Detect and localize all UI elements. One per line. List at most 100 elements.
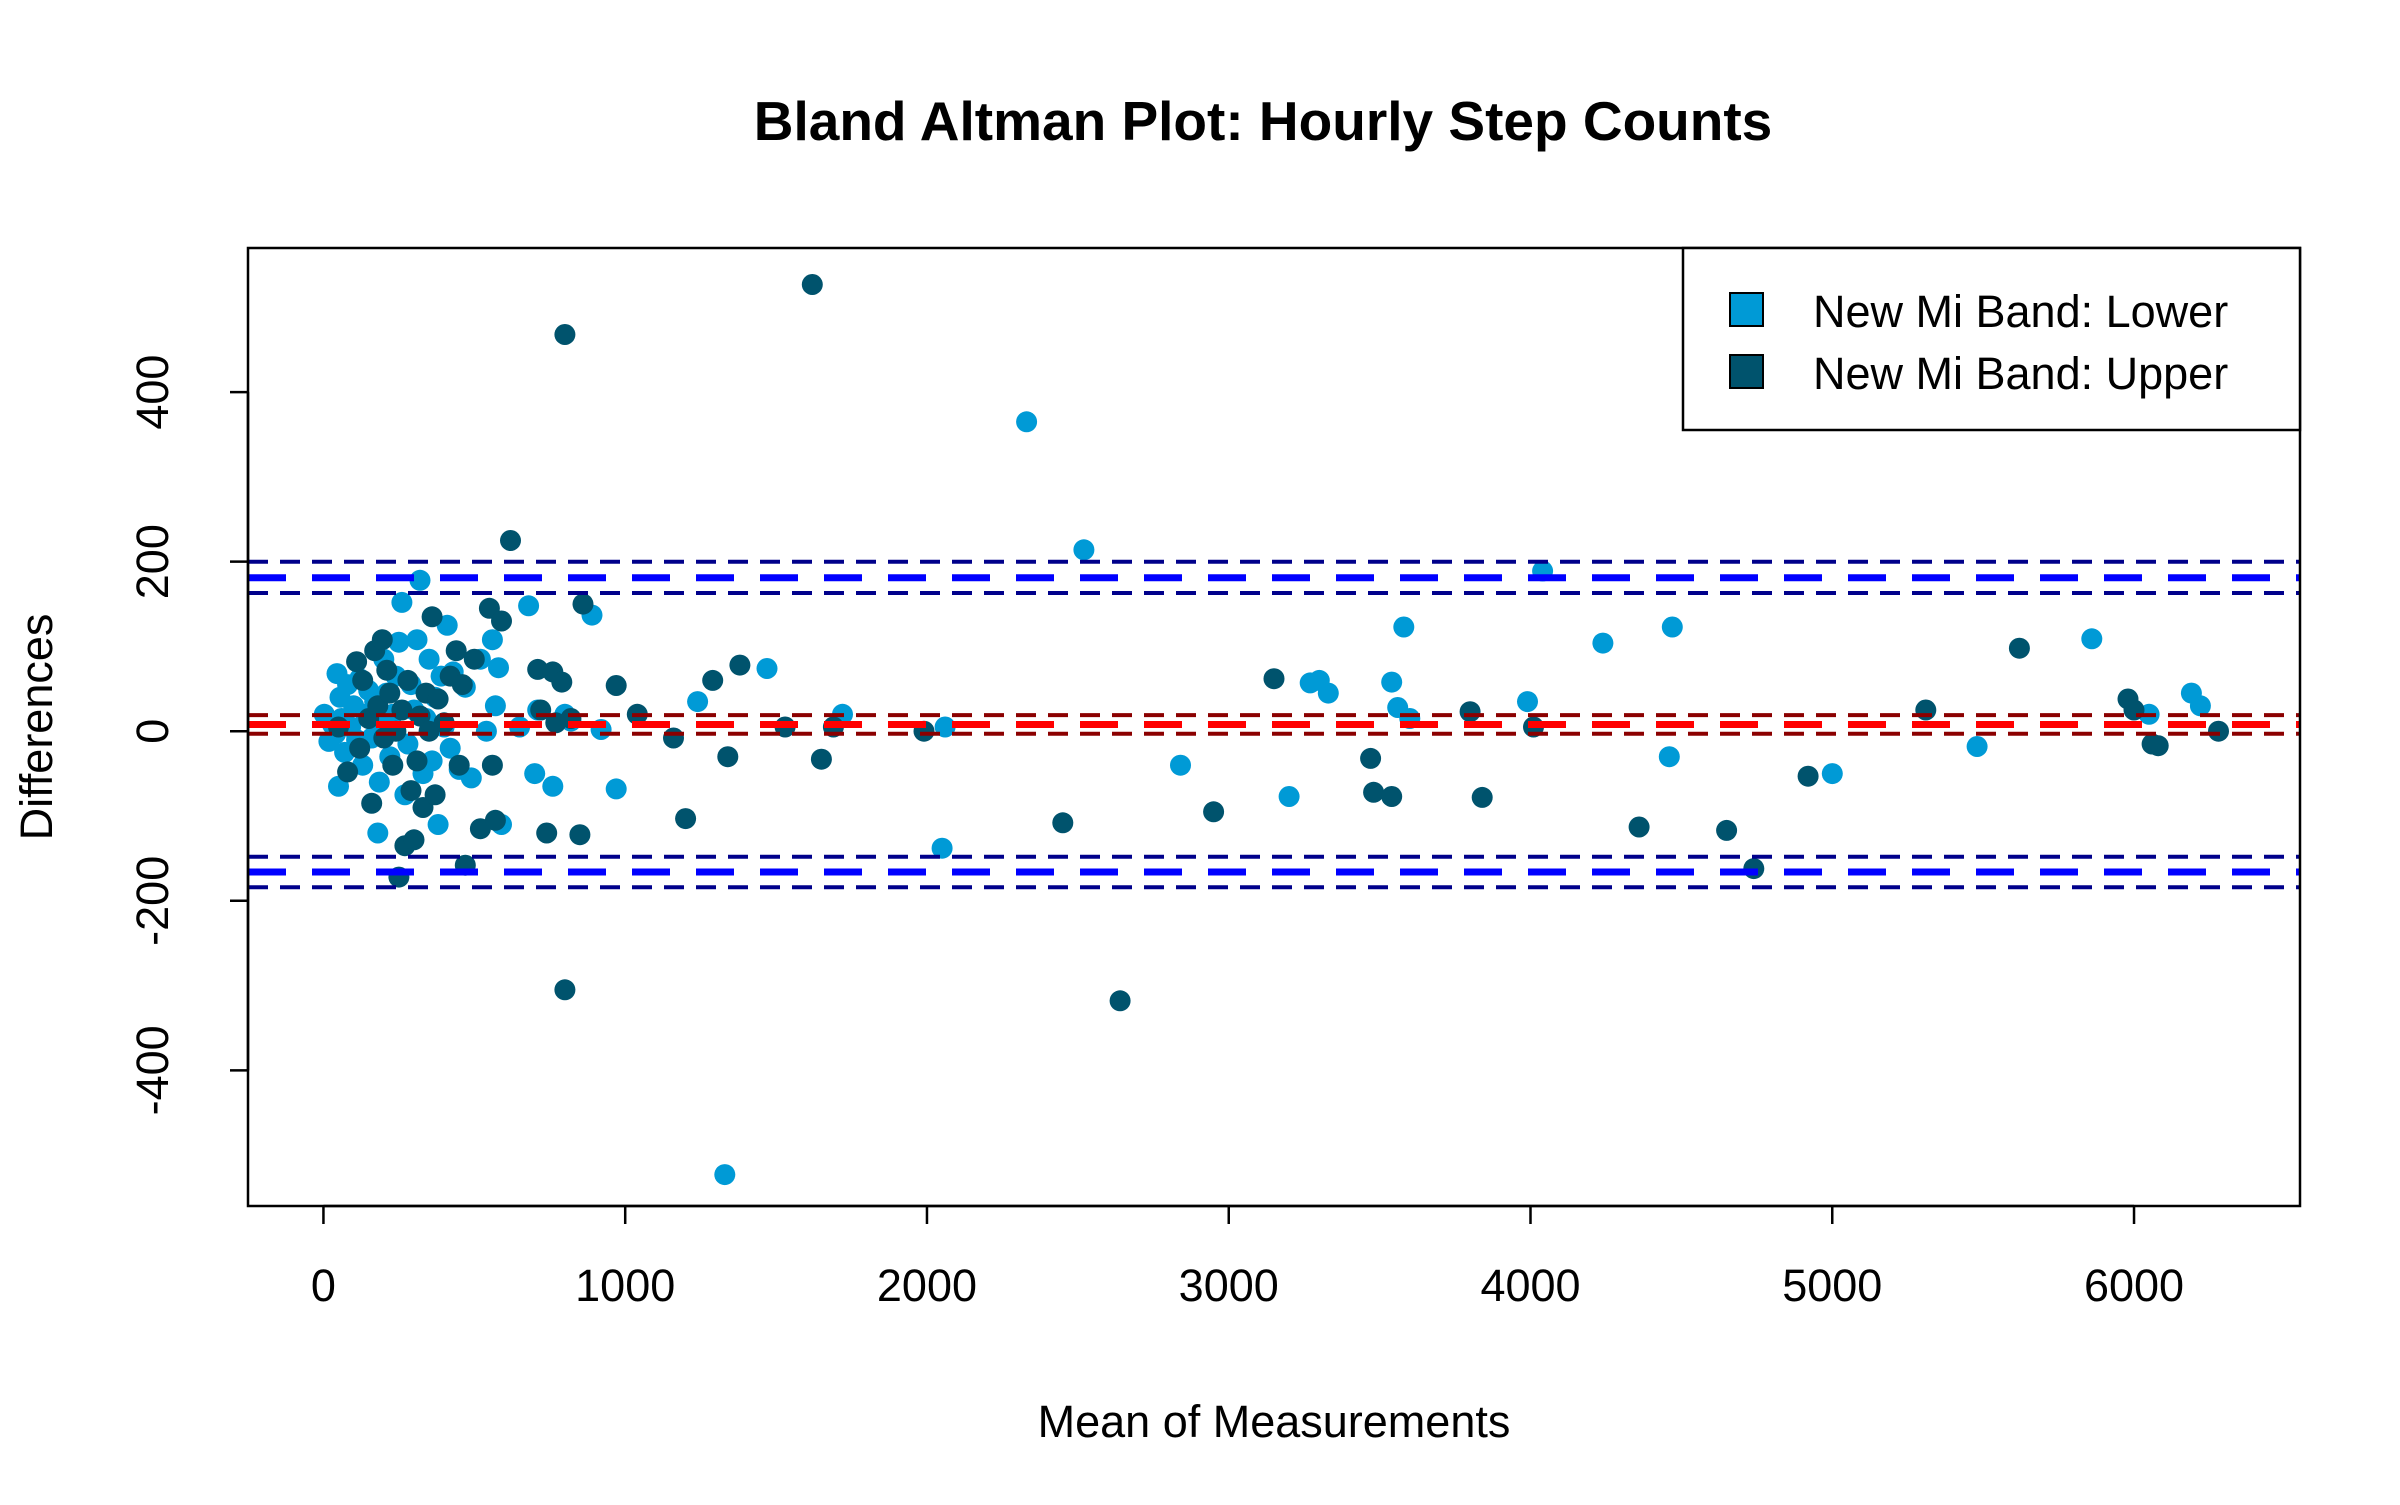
data-point [2123, 699, 2145, 721]
data-point [491, 610, 512, 632]
data-point [551, 671, 573, 693]
data-point [518, 595, 540, 617]
x-tick-label: 0 [311, 1260, 336, 1311]
series-upper [328, 274, 2229, 1012]
data-point [1628, 816, 1650, 838]
data-point [1381, 671, 1403, 693]
data-point [1052, 812, 1074, 834]
data-point [397, 669, 419, 691]
data-point [481, 754, 503, 776]
data-point [714, 1164, 736, 1186]
data-point [349, 737, 371, 759]
data-point [382, 754, 404, 776]
data-point [2081, 628, 2103, 650]
data-point [931, 837, 953, 859]
x-tick-label: 2000 [877, 1260, 977, 1311]
data-point [484, 809, 506, 831]
data-point [1915, 699, 1937, 721]
data-point [569, 824, 591, 846]
data-point [376, 659, 398, 681]
data-point [368, 771, 390, 793]
data-point [554, 979, 576, 1001]
data-point [663, 727, 684, 749]
x-tick-label: 1000 [575, 1260, 675, 1311]
data-point [391, 591, 413, 613]
data-point [1661, 616, 1683, 638]
data-point [463, 648, 485, 670]
data-point [409, 569, 431, 591]
x-tick-label: 6000 [2084, 1260, 2184, 1311]
data-point [488, 657, 509, 679]
data-point [427, 814, 449, 835]
data-point [1658, 746, 1680, 768]
data-point [403, 829, 425, 851]
y-tick-label: 0 [127, 719, 178, 744]
data-point [367, 822, 389, 844]
data-point [554, 324, 576, 345]
y-tick-label: -400 [127, 1025, 178, 1115]
data-point [475, 720, 497, 742]
data-point [605, 778, 627, 800]
legend-label-lower: New Mi Band: Lower [1813, 286, 2228, 337]
data-point [1821, 763, 1843, 785]
data-point [481, 629, 503, 651]
plot-area [248, 274, 2300, 1186]
data-point [406, 629, 428, 651]
data-point [352, 669, 374, 691]
data-point [1278, 786, 1300, 807]
data-point [1592, 632, 1614, 654]
data-point [2208, 720, 2229, 742]
data-point [406, 750, 428, 772]
data-point [346, 651, 368, 673]
data-point [1716, 819, 1738, 841]
data-point [756, 658, 778, 679]
data-point [1363, 781, 1385, 803]
data-point [542, 775, 564, 797]
data-point [1797, 765, 1819, 787]
data-point [1263, 668, 1285, 690]
data-point [451, 674, 473, 696]
x-tick-label: 3000 [1179, 1260, 1279, 1311]
data-point [702, 669, 724, 691]
chart-title: Bland Altman Plot: Hourly Step Counts [754, 90, 1773, 152]
y-tick-label: 400 [127, 355, 178, 430]
x-axis: 0 1000 2000 3000 4000 5000 6000 [311, 1204, 2184, 1311]
data-point [572, 593, 594, 615]
data-point [388, 631, 410, 653]
data-point [424, 784, 446, 806]
data-point [717, 746, 739, 768]
legend: New Mi Band: Lower New Mi Band: Upper [1681, 246, 2302, 432]
data-point [427, 688, 449, 710]
data-point [2147, 735, 2169, 757]
data-point [536, 822, 558, 844]
data-point [1381, 786, 1403, 807]
data-point [729, 654, 751, 676]
y-axis-label: Differences [11, 614, 62, 841]
data-point [2189, 695, 2211, 717]
data-point [1109, 990, 1131, 1012]
data-point [439, 737, 461, 759]
data-point [687, 691, 709, 713]
data-point [421, 750, 443, 772]
y-axis: -400 -200 0 200 400 [127, 355, 250, 1115]
x-tick-label: 5000 [1782, 1260, 1882, 1311]
data-point [605, 675, 627, 696]
data-point [418, 648, 440, 670]
data-point [1966, 736, 1988, 757]
legend-box [1681, 246, 2302, 432]
data-point [1360, 747, 1382, 769]
data-point [1203, 801, 1225, 823]
data-point [1459, 701, 1481, 723]
data-point [484, 695, 506, 717]
y-tick-label: 200 [127, 524, 178, 599]
data-point [421, 606, 443, 628]
data-point [2008, 637, 2030, 659]
data-point [371, 629, 393, 651]
data-point [448, 754, 470, 776]
data-point [361, 792, 383, 814]
data-point [445, 640, 467, 662]
data-point [391, 699, 413, 721]
legend-label-upper: New Mi Band: Upper [1813, 348, 2228, 399]
data-point [1016, 411, 1038, 433]
